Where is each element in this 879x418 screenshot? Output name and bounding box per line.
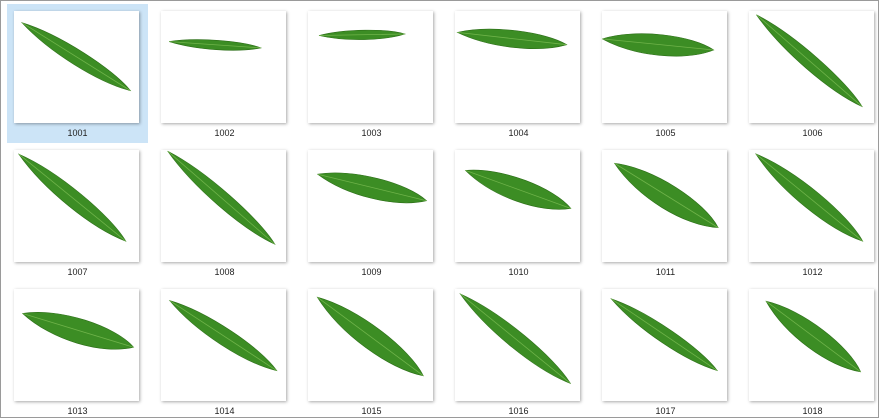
thumbnail [749, 11, 874, 123]
file-name: 1008 [154, 267, 295, 277]
leaf-image [455, 289, 580, 401]
file-name: 1016 [448, 406, 589, 416]
file-name: 1006 [742, 128, 879, 138]
leaf-image [308, 289, 433, 401]
thumbnail [749, 150, 874, 262]
leaf-image [161, 11, 286, 123]
leaf-image [308, 150, 433, 262]
file-name: 1009 [301, 267, 442, 277]
file-tile[interactable]: 1001 [7, 4, 148, 143]
file-name: 1015 [301, 406, 442, 416]
thumbnail [455, 289, 580, 401]
thumbnail [161, 289, 286, 401]
thumbnail [161, 150, 286, 262]
file-tile[interactable]: 1018 [742, 282, 879, 418]
file-tile[interactable]: 1002 [154, 4, 295, 143]
thumbnail [308, 289, 433, 401]
leaf-image [161, 150, 286, 262]
leaf [310, 290, 431, 384]
file-name: 1003 [301, 128, 442, 138]
file-tile[interactable]: 1014 [154, 282, 295, 418]
file-tile[interactable]: 1010 [448, 143, 589, 282]
leaf [461, 162, 575, 218]
file-tile[interactable]: 1011 [595, 143, 736, 282]
file-tile[interactable]: 1008 [154, 143, 295, 282]
file-tile[interactable]: 1009 [301, 143, 442, 282]
file-view: 1001 1002 1003 1004 1005 1006 1007 1008 1009 1010… [0, 0, 879, 418]
file-tile[interactable]: 1013 [7, 282, 148, 418]
thumbnail [602, 289, 727, 401]
file-name: 1007 [7, 267, 148, 277]
file-name: 1014 [154, 406, 295, 416]
file-name: 1005 [595, 128, 736, 138]
leaf-image [749, 11, 874, 123]
leaf [607, 155, 725, 237]
thumbnail [308, 11, 433, 123]
thumbnail [455, 11, 580, 123]
thumbnail [14, 150, 139, 262]
file-name: 1017 [595, 406, 736, 416]
leaf-vein [464, 170, 572, 208]
thumbnail [602, 11, 727, 123]
leaf-image [14, 289, 139, 401]
thumbnail [308, 150, 433, 262]
leaf-image [308, 11, 433, 123]
file-tile[interactable]: 1017 [595, 282, 736, 418]
leaf [749, 150, 869, 248]
file-tile[interactable]: 1004 [448, 4, 589, 143]
file-tile[interactable]: 1006 [742, 4, 879, 143]
thumbnail [455, 150, 580, 262]
file-tile[interactable]: 1015 [301, 282, 442, 418]
file-name: 1018 [742, 406, 879, 416]
leaf-image [14, 11, 139, 123]
thumbnail [749, 289, 874, 401]
file-name: 1004 [448, 128, 589, 138]
leaf-image [602, 289, 727, 401]
leaf-image [455, 11, 580, 123]
leaf [758, 294, 868, 380]
file-name: 1010 [448, 267, 589, 277]
leaf [162, 150, 281, 249]
leaf-image [455, 150, 580, 262]
leaf-image [749, 150, 874, 262]
leaf-image [602, 11, 727, 123]
file-tile[interactable]: 1003 [301, 4, 442, 143]
file-name: 1002 [154, 128, 295, 138]
file-name: 1011 [595, 267, 736, 277]
leaf-image [14, 150, 139, 262]
leaf-image [161, 289, 286, 401]
thumbnail [602, 150, 727, 262]
thumbnail [14, 289, 139, 401]
thumbnail [161, 11, 286, 123]
file-tile[interactable]: 1007 [7, 143, 148, 282]
file-tile[interactable]: 1005 [595, 4, 736, 143]
thumbnail [14, 11, 139, 123]
file-tile[interactable]: 1012 [742, 143, 879, 282]
file-tile[interactable]: 1016 [448, 282, 589, 418]
leaf-image [602, 150, 727, 262]
leaf-image [749, 289, 874, 401]
file-name: 1013 [7, 406, 148, 416]
leaf [19, 304, 137, 358]
file-name: 1012 [742, 267, 879, 277]
file-name: 1001 [7, 128, 148, 138]
